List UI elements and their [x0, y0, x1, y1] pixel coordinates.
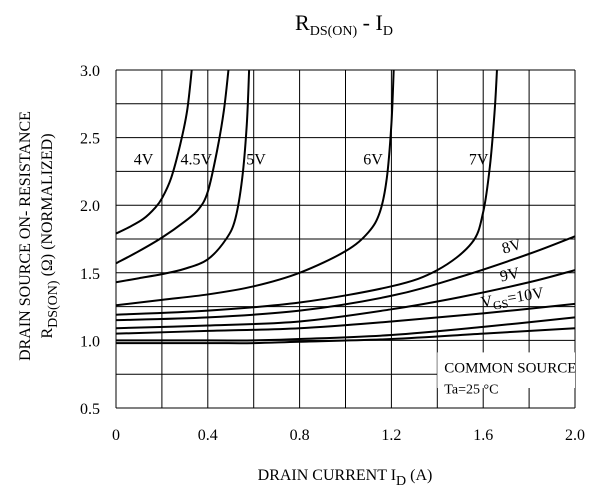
- x-tick-label: 0: [112, 427, 120, 444]
- x-tick-label: 0.8: [290, 427, 310, 444]
- x-tick-label: 0.4: [198, 427, 218, 444]
- curve-series-8: [116, 316, 576, 342]
- chart-title: RDS(ON) - ID: [295, 10, 393, 39]
- annotation-line1: COMMON SOURCE: [444, 360, 576, 376]
- series-label: 8V: [500, 236, 524, 258]
- x-tick-label: 1.2: [381, 427, 401, 444]
- curve-series-1: [115, 69, 230, 265]
- curves: [115, 69, 576, 345]
- tick-labels: 0 0.4 0.8 1.2 1.6 2.0 0.5 1.0 1.5 2.0 2.5 3.0: [80, 63, 585, 444]
- curve-series-6: [115, 269, 576, 330]
- curve-series-9: [116, 327, 576, 345]
- curve-series-2: [115, 69, 251, 284]
- curve-series-0: [115, 69, 193, 235]
- y-tick-label: 2.5: [80, 131, 100, 148]
- annotation: COMMON SOURCE Ta=25 °C: [437, 352, 576, 397]
- y-tick-label: 0.5: [80, 401, 100, 418]
- y-tick-label: 1.0: [80, 333, 100, 350]
- y-tick-label: 3.0: [80, 63, 100, 80]
- curve-series-4: [115, 69, 498, 316]
- series-label: 4.5V: [181, 152, 213, 169]
- series-label: VGS=10V: [480, 285, 546, 315]
- y-tick-label: 1.5: [80, 266, 100, 283]
- annotation-box: [437, 352, 575, 388]
- grid: [115, 69, 576, 409]
- x-axis-label: DRAIN CURRENT ID (A): [258, 467, 433, 489]
- curve-series-3: [115, 69, 395, 307]
- y-axis-label-line2: RDS(ON) (Ω) (NORMALIZED): [39, 133, 61, 338]
- curve-series-5: [115, 235, 576, 322]
- series-label: 7V: [469, 152, 489, 169]
- series-label: 6V: [363, 152, 383, 169]
- y-tick-label: 2.0: [80, 198, 100, 215]
- annotation-line2: Ta=25 °C: [444, 382, 498, 397]
- x-tick-label: 2.0: [565, 427, 585, 444]
- series-label: 9V: [498, 265, 521, 286]
- y-axis-label-line1: DRAIN SOURCE ON- RESISTANCE: [17, 111, 34, 361]
- series-label: 4V: [134, 152, 154, 169]
- series-label: 5V: [246, 152, 266, 169]
- x-tick-label: 1.6: [473, 427, 493, 444]
- curve-series-7: [115, 302, 576, 335]
